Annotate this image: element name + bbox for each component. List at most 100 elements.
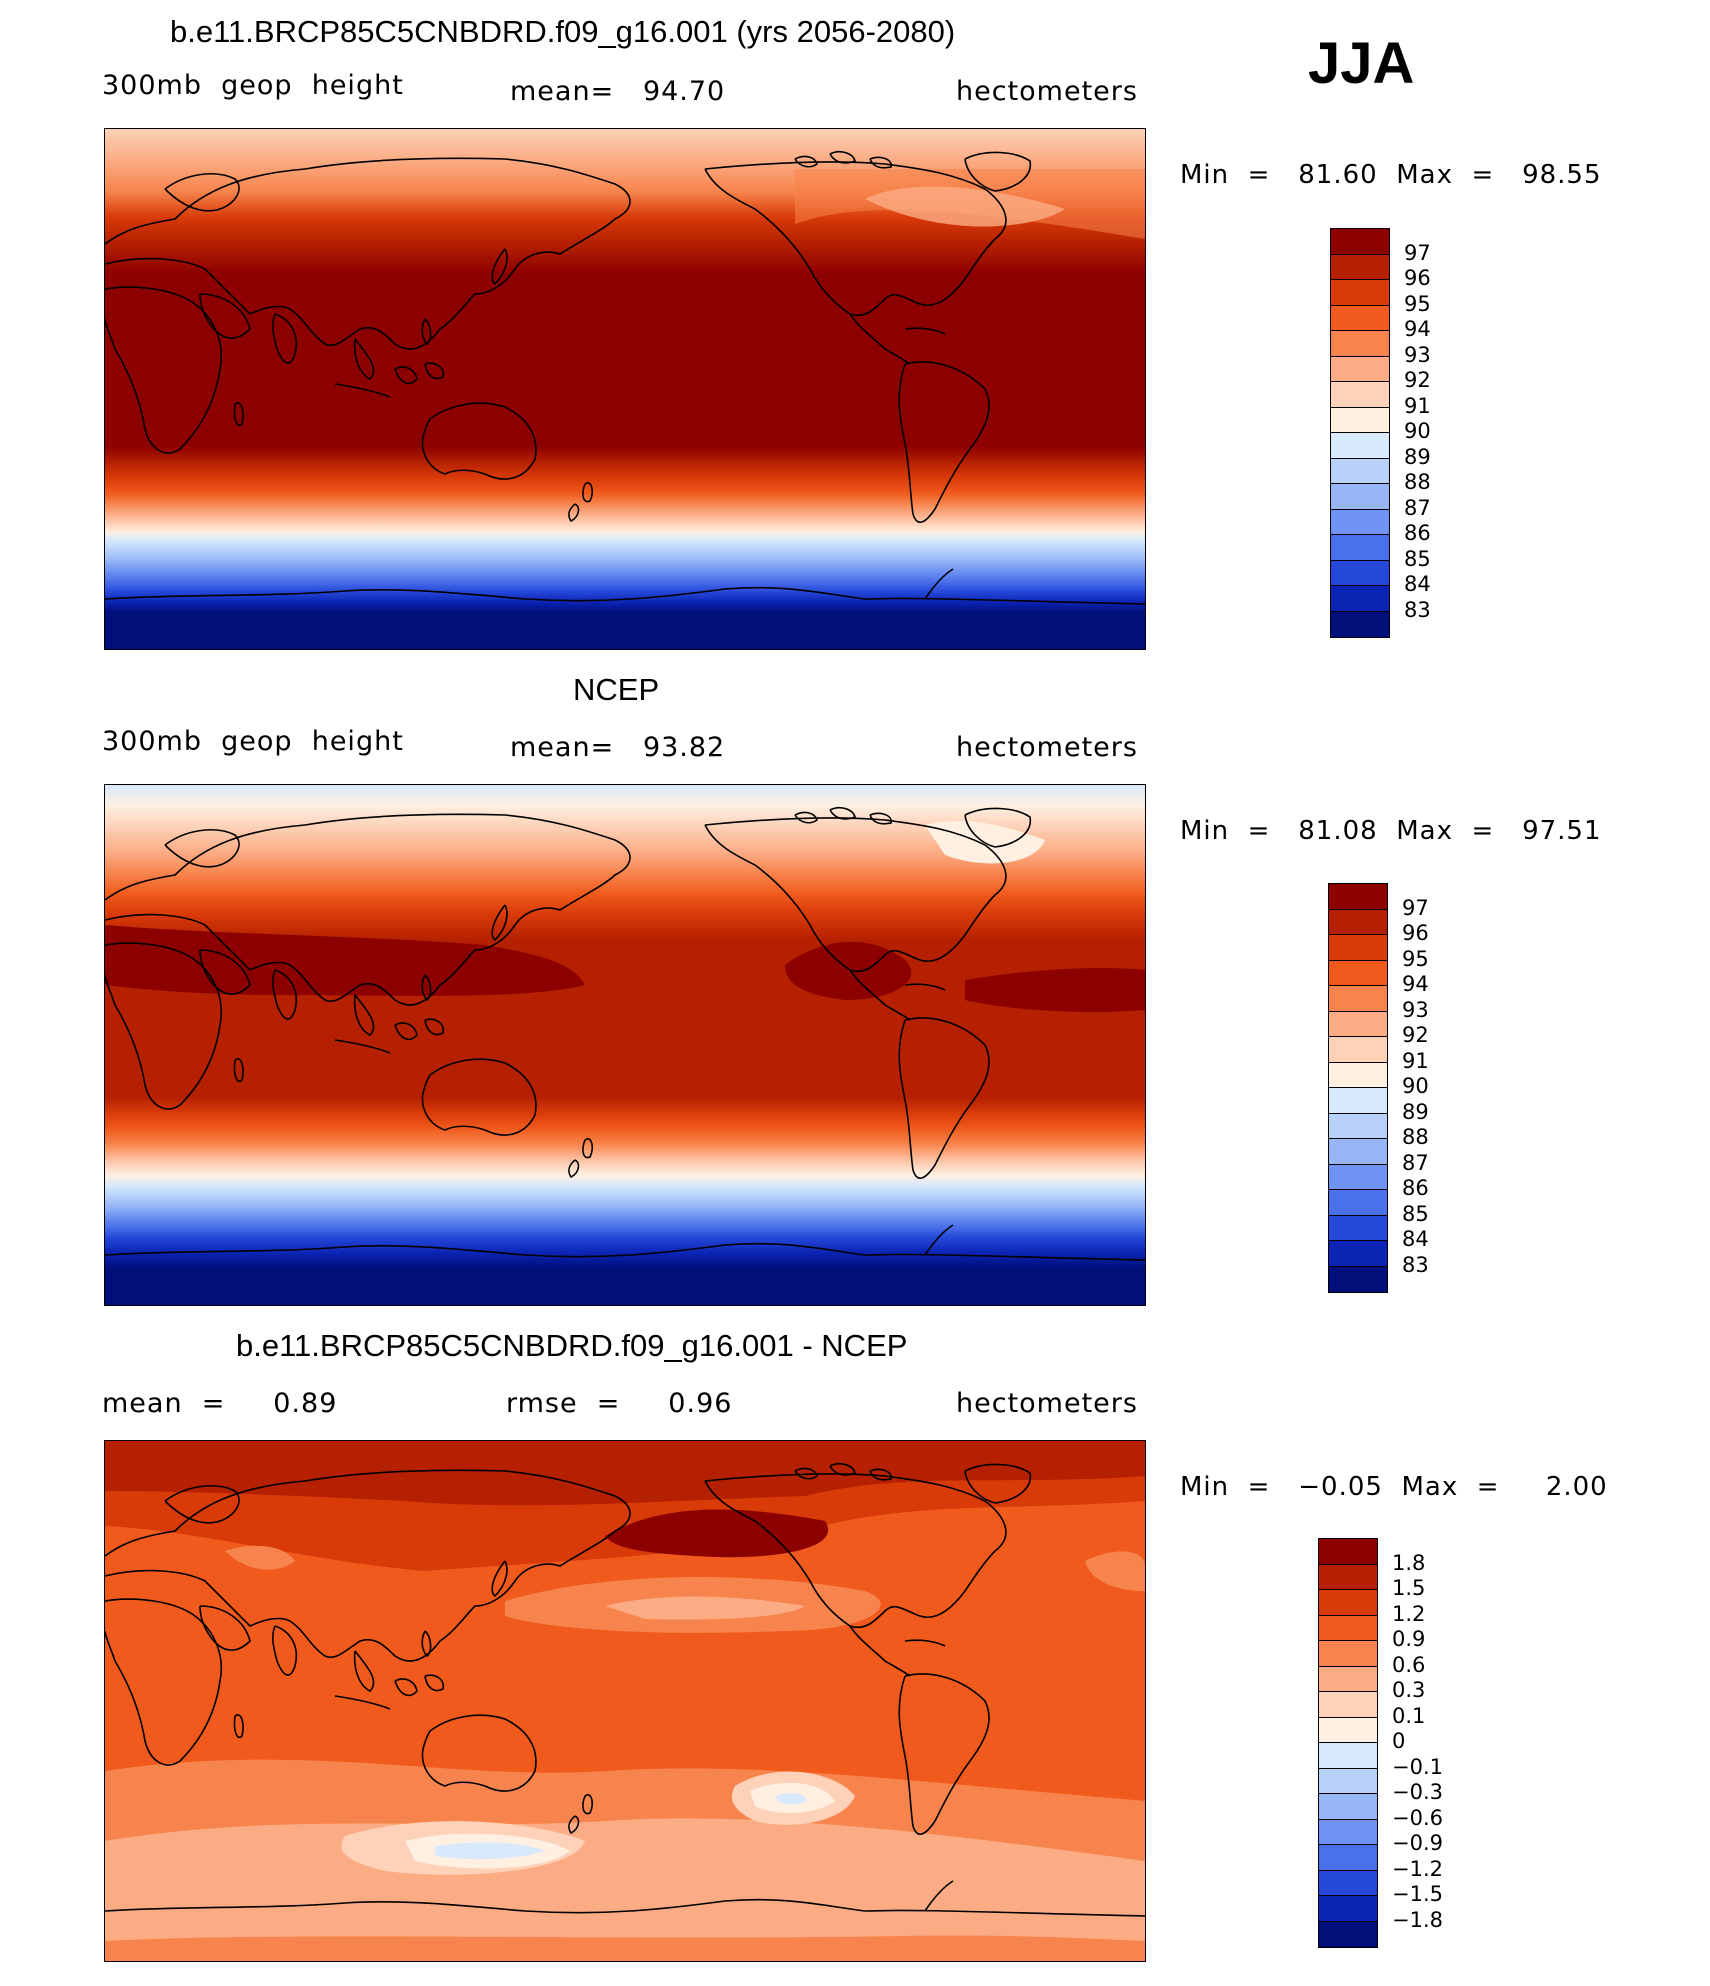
colorbar-swatch: [1319, 1870, 1377, 1896]
colorbar-swatch: [1329, 1011, 1387, 1037]
colorbar-label: 95: [1402, 946, 1429, 971]
colorbar-label: 1.8: [1392, 1550, 1426, 1575]
panel-2-minmax: Min = 81.08 Max = 97.51: [1180, 816, 1602, 846]
colorbar-swatch: [1329, 909, 1387, 935]
colorbar-swatch: [1331, 535, 1389, 561]
colorbar-swatch: [1319, 1768, 1377, 1794]
panel-2-colorbar: [1328, 883, 1388, 1293]
colorbar-label: −0.3: [1392, 1780, 1443, 1804]
colorbar-swatch: [1331, 484, 1389, 510]
colorbar-label: 0.3: [1392, 1678, 1426, 1702]
colorbar-swatch: [1331, 331, 1389, 357]
panel-3-map: [104, 1440, 1146, 1962]
colorbar-swatch: [1329, 1037, 1387, 1063]
panel-3-rmse-label: rmse = 0.96: [506, 1388, 733, 1419]
colorbar-swatch: [1319, 1845, 1377, 1871]
colorbar-swatch: [1331, 229, 1389, 255]
colorbar-label: 94: [1404, 317, 1431, 341]
colorbar-label: 0.9: [1392, 1627, 1426, 1651]
colorbar-label: 88: [1404, 470, 1431, 494]
colorbar-swatch: [1329, 1190, 1387, 1216]
colorbar-label: 91: [1404, 393, 1431, 418]
panel-3-units-label: hectometers: [956, 1388, 1138, 1419]
colorbar-label: 87: [1402, 1150, 1429, 1175]
colorbar-label: −1.5: [1392, 1882, 1443, 1906]
colorbar-label: 93: [1402, 997, 1429, 1022]
colorbar-swatch: [1319, 1717, 1377, 1743]
colorbar-swatch: [1319, 1896, 1377, 1922]
colorbar-swatch: [1319, 1615, 1377, 1641]
colorbar-label: −0.6: [1392, 1805, 1443, 1830]
colorbar-label: 87: [1404, 495, 1431, 520]
colorbar-label: 88: [1402, 1125, 1429, 1149]
colorbar-label: 92: [1404, 368, 1431, 392]
colorbar-label: 1.5: [1392, 1576, 1426, 1600]
colorbar-swatch: [1319, 1590, 1377, 1616]
panel-3-colorbar: [1318, 1538, 1378, 1948]
colorbar-label: 85: [1404, 546, 1431, 571]
colorbar-label: −1.8: [1392, 1907, 1443, 1932]
colorbar-swatch: [1329, 1241, 1387, 1267]
colorbar-swatch: [1331, 407, 1389, 433]
colorbar-label: 0.1: [1392, 1703, 1426, 1728]
colorbar-swatch: [1329, 935, 1387, 961]
panel-2-units-label: hectometers: [956, 732, 1138, 763]
colorbar-swatch: [1331, 586, 1389, 612]
panel-2-title: NCEP: [573, 672, 660, 707]
panel-1-title: b.e11.BRCP85C5CNBDRD.f09_g16.001 (yrs 20…: [170, 14, 956, 49]
colorbar-swatch: [1329, 1215, 1387, 1241]
colorbar-swatch: [1329, 884, 1387, 910]
colorbar-swatch: [1329, 1266, 1387, 1292]
panel-2-variable-label: 300mb geop height: [102, 726, 404, 757]
colorbar-swatch: [1331, 509, 1389, 535]
colorbar-swatch: [1331, 280, 1389, 306]
colorbar-swatch: [1331, 433, 1389, 459]
panel-3-mean-label: mean = 0.89: [102, 1388, 338, 1419]
colorbar-swatch: [1329, 1088, 1387, 1114]
colorbar-swatch: [1331, 254, 1389, 280]
panel-2-mean-label: mean= 93.82: [510, 732, 726, 763]
colorbar-swatch: [1329, 1164, 1387, 1190]
panel-2-field: [105, 785, 1145, 1305]
colorbar-swatch: [1329, 960, 1387, 986]
panel-1-mean-label: mean= 94.70: [510, 76, 726, 107]
colorbar-swatch: [1319, 1666, 1377, 1692]
colorbar-label: 83: [1402, 1252, 1429, 1277]
colorbar-swatch: [1329, 1113, 1387, 1139]
colorbar-label: 96: [1402, 921, 1429, 945]
colorbar-label: 89: [1404, 444, 1431, 469]
colorbar-swatch: [1331, 356, 1389, 382]
season-label: JJA: [1308, 31, 1415, 96]
colorbar-label: 0.6: [1392, 1652, 1426, 1677]
colorbar-swatch: [1319, 1794, 1377, 1820]
colorbar-swatch: [1331, 382, 1389, 408]
panel-2-map: [104, 784, 1146, 1306]
colorbar-swatch: [1319, 1743, 1377, 1769]
colorbar-swatch: [1319, 1641, 1377, 1667]
colorbar-label: 1.2: [1392, 1601, 1426, 1626]
panel-1-map: [104, 128, 1146, 650]
colorbar-label: 93: [1404, 342, 1431, 367]
colorbar-label: −0.1: [1392, 1754, 1443, 1779]
panel-1-variable-label: 300mb geop height: [102, 70, 404, 101]
colorbar-label: 84: [1402, 1227, 1429, 1251]
colorbar-label: −0.9: [1392, 1831, 1443, 1855]
colorbar-swatch: [1331, 560, 1389, 586]
colorbar-label: 96: [1404, 266, 1431, 290]
colorbar-label: 90: [1404, 419, 1431, 443]
panel-3-title: b.e11.BRCP85C5CNBDRD.f09_g16.001 - NCEP: [236, 1328, 908, 1363]
colorbar-swatch: [1319, 1692, 1377, 1718]
colorbar-label: 91: [1402, 1048, 1429, 1073]
colorbar-label: 95: [1404, 291, 1431, 316]
colorbar-label: −1.2: [1392, 1856, 1443, 1881]
colorbar-label: 83: [1404, 597, 1431, 622]
colorbar-swatch: [1331, 305, 1389, 331]
panel-1-minmax: Min = 81.60 Max = 98.55: [1180, 160, 1602, 190]
panel-1-colorbar: [1330, 228, 1390, 638]
colorbar-label: 89: [1402, 1099, 1429, 1124]
colorbar-label: 92: [1402, 1023, 1429, 1047]
colorbar-label: 90: [1402, 1074, 1429, 1098]
colorbar-label: 94: [1402, 972, 1429, 996]
colorbar-swatch: [1329, 1062, 1387, 1088]
colorbar-label: 84: [1404, 572, 1431, 596]
